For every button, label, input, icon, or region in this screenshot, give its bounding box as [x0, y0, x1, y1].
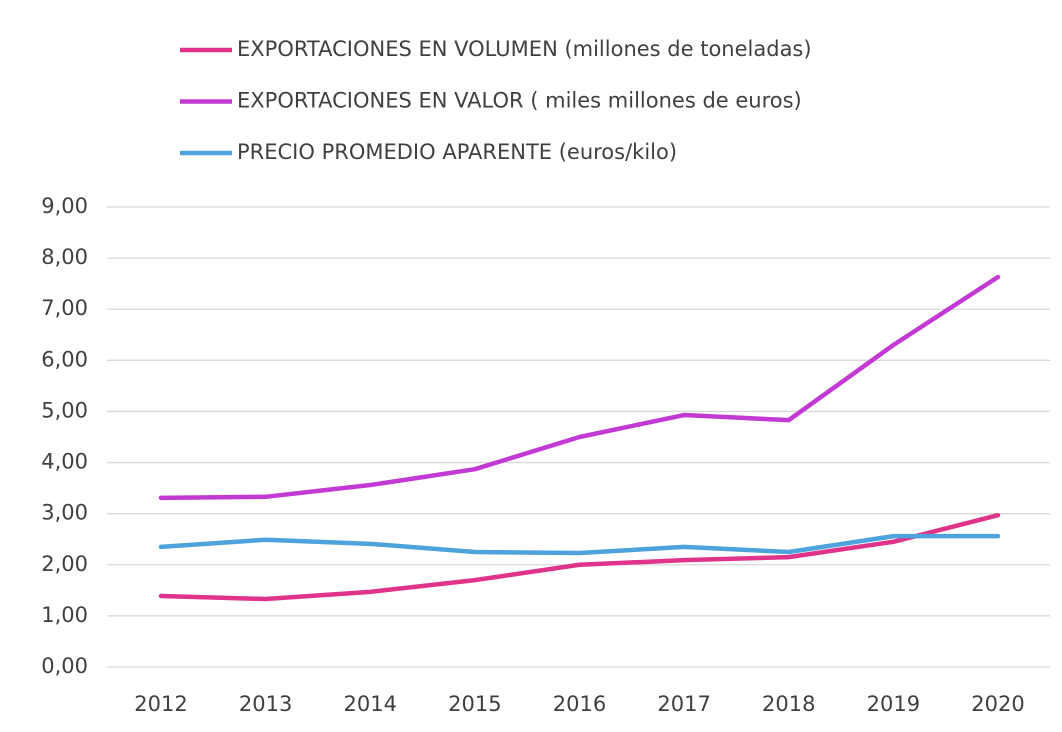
y-tick-label: 4,00: [41, 450, 88, 474]
series-line: [158, 533, 1001, 556]
series-line: [158, 512, 1001, 602]
y-tick-label: 6,00: [41, 347, 88, 371]
x-tick-label: 2019: [867, 692, 920, 716]
legend-label: PRECIO PROMEDIO APARENTE (euros/kilo): [237, 140, 677, 164]
series-line: [158, 274, 1001, 501]
legend-label: EXPORTACIONES EN VOLUMEN (millones de to…: [237, 37, 812, 61]
y-tick-label: 3,00: [41, 501, 88, 525]
x-tick-label: 2012: [134, 692, 187, 716]
x-tick-label: 2017: [657, 692, 710, 716]
x-tick-label: 2015: [448, 692, 501, 716]
y-tick-label: 0,00: [41, 654, 88, 678]
y-tick-label: 9,00: [41, 194, 88, 218]
y-tick-label: 1,00: [41, 603, 88, 627]
x-tick-label: 2013: [239, 692, 292, 716]
x-tick-label: 2016: [553, 692, 606, 716]
y-tick-label: 2,00: [41, 552, 88, 576]
y-tick-label: 8,00: [41, 245, 88, 269]
x-tick-label: 2020: [971, 692, 1024, 716]
x-tick-label: 2014: [344, 692, 397, 716]
x-tick-label: 2018: [762, 692, 815, 716]
y-tick-label: 5,00: [41, 398, 88, 422]
legend-label: EXPORTACIONES EN VALOR ( miles millones …: [237, 89, 802, 113]
y-tick-label: 7,00: [41, 296, 88, 320]
